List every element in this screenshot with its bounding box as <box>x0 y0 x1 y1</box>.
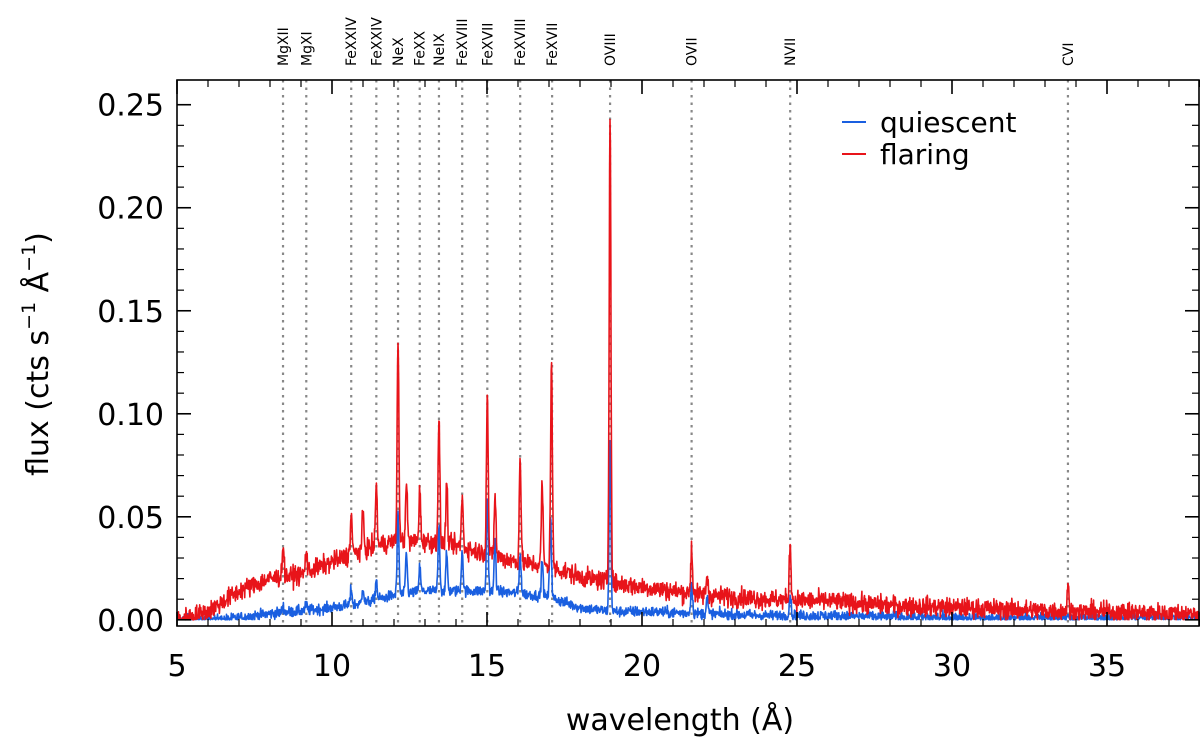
x-tick-label-4: 25 <box>778 649 816 684</box>
marker-label-0: MgXII <box>276 27 292 66</box>
line-markers: MgXII MgXI FeXXIV FeXXIV NeX FeXX NeIX FeXVIII F… <box>276 17 1077 626</box>
marker-label-14: CVI <box>1061 43 1077 66</box>
marker-label-6: NeIX <box>432 33 448 66</box>
marker-label-1: MgXI <box>299 31 315 66</box>
legend-label-quiescent: quiescent <box>880 106 1016 139</box>
legend-label-flaring: flaring <box>880 138 970 171</box>
marker-label-5: FeXX <box>413 31 429 66</box>
y-tick-label-4: 0.20 <box>97 192 164 227</box>
series-layer <box>176 118 1200 621</box>
series-line-quiescent <box>176 440 1200 621</box>
y-tick-label-0: 0.00 <box>97 604 164 639</box>
marker-label-10: FeXVII <box>545 23 561 66</box>
marker-label-2: FeXXIV <box>344 17 360 66</box>
marker-label-13: NVII <box>783 38 799 66</box>
marker-label-7: FeXVIII <box>455 19 471 66</box>
y-tick-label-1: 0.05 <box>97 501 164 536</box>
x-tick-label-5: 30 <box>933 649 971 684</box>
marker-label-8: FeXVII <box>480 23 496 66</box>
y-tick-label-3: 0.15 <box>97 295 164 330</box>
marker-label-9: FeXVIII <box>513 19 529 66</box>
marker-label-3: FeXXIV <box>369 17 385 66</box>
plot-frame <box>176 79 1200 627</box>
marker-label-4: NeX <box>391 37 407 66</box>
marker-label-11: OVIII <box>603 33 619 66</box>
y-tick-label-2: 0.10 <box>97 398 164 433</box>
y-axis-label: flux (cts s−1 Å−1) <box>18 232 56 476</box>
x-axis-label: wavelength (Å) <box>566 702 794 738</box>
x-tick-label-3: 20 <box>623 649 661 684</box>
axis-ticks: 5 10 15 20 25 30 35 0.00 0.05 0.10 0.15 0.20 0.25 <box>97 80 1200 684</box>
marker-label-12: OVII <box>685 37 701 66</box>
series-line-flaring <box>176 118 1200 621</box>
x-tick-label-0: 5 <box>167 649 186 684</box>
x-tick-label-6: 35 <box>1088 649 1126 684</box>
y-tick-label-5: 0.25 <box>97 89 164 124</box>
x-tick-label-1: 10 <box>313 649 351 684</box>
x-tick-label-2: 15 <box>468 649 506 684</box>
